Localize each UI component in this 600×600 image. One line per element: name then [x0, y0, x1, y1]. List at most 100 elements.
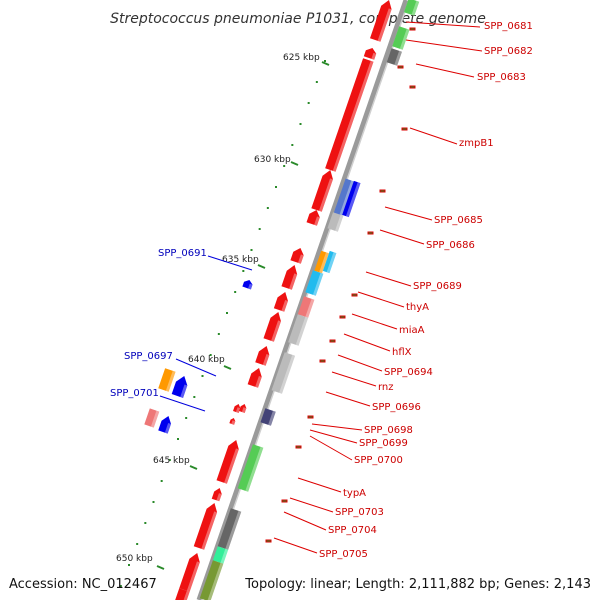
kbp-label-645: 645 kbp: [153, 456, 190, 466]
scale-dot: [242, 270, 245, 272]
gene-label-miaa[interactable]: miaA: [399, 325, 425, 336]
gene-label-spp-0696[interactable]: SPP_0696: [372, 402, 421, 413]
feature-tick: [307, 415, 314, 419]
gene-block: [229, 418, 236, 425]
callout-line: [384, 206, 433, 221]
scale-dot: [226, 312, 228, 314]
callout-line: [159, 395, 206, 412]
gene-block: [314, 250, 329, 274]
gene-label-spp-0691[interactable]: SPP_0691: [158, 248, 207, 259]
callout-line: [273, 537, 318, 554]
feature-tick: [339, 315, 346, 319]
kbp-label-630: 630 kbp: [254, 155, 291, 165]
gene-block: [173, 588, 190, 600]
gene-label-spp-0697[interactable]: SPP_0697: [124, 351, 173, 362]
accession-text: Accession: NC_012467: [9, 577, 157, 592]
gene-block: [237, 444, 264, 492]
gene-block: [333, 178, 355, 218]
gene-label-spp-0701[interactable]: SPP_0701: [110, 388, 159, 399]
gene-label-spp-0699[interactable]: SPP_0699: [359, 438, 408, 449]
gene-block: [144, 408, 160, 428]
feature-tick: [295, 445, 302, 449]
gene-label-spp-0705[interactable]: SPP_0705: [319, 549, 368, 560]
gene-block: [199, 560, 224, 600]
callout-line: [289, 497, 334, 513]
gene-label-hflx[interactable]: hflX: [392, 347, 412, 358]
gene-label-spp-0681[interactable]: SPP_0681: [484, 21, 533, 32]
gene-label-spp-0683[interactable]: SPP_0683: [477, 72, 526, 83]
callout-line: [405, 21, 481, 28]
callout-line: [415, 63, 475, 78]
gene-block: [211, 488, 222, 502]
gene-block: [322, 250, 337, 274]
scale-dot: [193, 396, 196, 398]
forward-callouts: [265, 21, 483, 554]
gene-block: [171, 376, 188, 398]
gene-block: [216, 440, 239, 484]
scale-major-tick: [321, 61, 330, 66]
gene-label-spp-0704[interactable]: SPP_0704: [328, 525, 377, 536]
scale-dot: [324, 60, 326, 62]
gene-label-rnz[interactable]: rnz: [378, 382, 394, 393]
gene-block: [179, 553, 200, 592]
gene-label-zmpb1[interactable]: zmpB1: [459, 138, 494, 149]
callout-line: [283, 511, 327, 531]
scale-major-tick: [156, 565, 165, 570]
scale-major-tick: [189, 465, 198, 470]
scale-dot: [160, 480, 163, 482]
callout-line: [409, 127, 458, 145]
gene-block: [255, 345, 270, 366]
gene-block: [212, 546, 229, 564]
gene-label-spp-0682[interactable]: SPP_0682: [484, 46, 533, 57]
gene-label-spp-0689[interactable]: SPP_0689: [413, 281, 462, 292]
gene-block: [242, 280, 253, 290]
scale-track: [119, 60, 330, 587]
gene-block: [363, 48, 377, 60]
scale-dot: [217, 333, 220, 335]
scale-dot: [136, 543, 139, 545]
feature-tick: [281, 499, 288, 503]
callout-line: [343, 333, 391, 352]
gene-label-spp-0685[interactable]: SPP_0685: [434, 215, 483, 226]
gene-block: [392, 26, 410, 50]
scale-dot: [258, 228, 261, 230]
gene-block: [217, 508, 242, 550]
scale-dot: [168, 459, 171, 461]
scale-dot: [250, 249, 253, 251]
scale-major-tick: [290, 161, 299, 166]
gene-block: [233, 404, 241, 413]
feature-tick: [265, 539, 272, 543]
scale-dot: [234, 291, 237, 293]
callout-line: [351, 313, 398, 330]
feature-tick: [351, 293, 358, 297]
gene-block: [260, 408, 276, 426]
scale-labels: 625 kbp 630 kbp 635 kbp 640 kbp 645 kbp …: [116, 53, 320, 564]
gene-label-spp-0703[interactable]: SPP_0703: [335, 507, 384, 518]
scale-dot: [185, 417, 188, 419]
feature-tick: [367, 231, 374, 235]
scale-dot: [144, 522, 147, 524]
gene-label-spp-0698[interactable]: SPP_0698: [364, 425, 413, 436]
scale-dot: [283, 165, 286, 167]
callout-line: [207, 255, 253, 271]
scale-dot: [275, 186, 277, 188]
scale-dot: [315, 81, 318, 83]
feature-tick: [409, 85, 416, 89]
scale-dot: [119, 585, 122, 587]
gene-label-typa[interactable]: typA: [343, 488, 366, 499]
reverse-callouts: [159, 255, 253, 412]
callout-line: [309, 429, 358, 444]
gene-label-thya[interactable]: thyA: [406, 302, 429, 313]
genome-summary-text: Topology: linear; Length: 2,111,882 bp; …: [245, 577, 591, 592]
gene-label-spp-0694[interactable]: SPP_0694: [384, 367, 433, 378]
gene-block: [311, 170, 333, 212]
scale-dot: [152, 501, 155, 503]
gene-block: [342, 180, 361, 218]
callout-line: [379, 229, 425, 245]
gene-label-spp-0700[interactable]: SPP_0700: [354, 455, 403, 466]
kbp-label-625: 625 kbp: [283, 53, 320, 63]
scale-dot: [128, 564, 130, 566]
gene-label-spp-0686[interactable]: SPP_0686: [426, 240, 475, 251]
callout-line: [325, 391, 371, 407]
